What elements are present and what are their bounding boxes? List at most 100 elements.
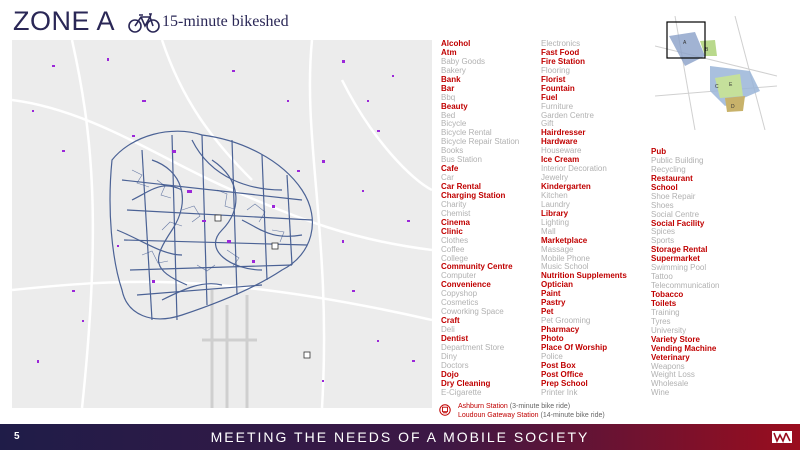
amenity-item: Books <box>441 146 464 156</box>
station-note-loudoun: (14-minute bike ride) <box>540 412 605 419</box>
inset-zone-c: C <box>715 84 719 90</box>
bikeshed-map[interactable] <box>12 40 432 408</box>
amenity-item: Fountain <box>541 83 575 93</box>
amenity-item: Department Store <box>441 342 505 352</box>
amenity-list-col2: Electronics Fast Food Fire Station Flooring… <box>541 39 627 398</box>
amenity-item: Dry Cleaning <box>441 378 491 388</box>
amenity-list-col1: Alcohol Atm Baby Goods Bakery Bank Bar Bbq Beau… <box>441 39 520 398</box>
amenity-item: Community Centre <box>441 262 513 272</box>
amenity-item: Veterinary <box>651 352 690 362</box>
amenity-item: Bar <box>441 83 455 93</box>
amenity-item: Optician <box>541 280 574 290</box>
amenity-item: Jewelry <box>541 173 569 183</box>
amenity-item: Atm <box>441 47 457 57</box>
amenity-item: Bicycle Repair Station <box>441 137 520 147</box>
amenity-item: Printer Ink <box>541 387 578 397</box>
amenity-item: Flooring <box>541 65 570 75</box>
amenity-item: Doctors <box>441 360 469 370</box>
amenity-item: Baby Goods <box>441 56 486 66</box>
amenity-item: Recycling <box>651 164 686 174</box>
amenity-item: Ice Cream <box>541 155 580 165</box>
amenity-item: Lighting <box>541 217 570 227</box>
amenity-item: Coffee <box>441 244 465 254</box>
amenity-item: Vending Machine <box>651 343 717 353</box>
amenity-item: Pet <box>541 307 554 317</box>
amenity-item: College <box>441 253 469 263</box>
amenity-item: Mobile Phone <box>541 253 590 263</box>
amenity-item: Garden Centre <box>541 110 594 120</box>
amenity-item: Bank <box>441 74 461 84</box>
amenity-item: Weapons <box>651 361 685 371</box>
amenity-item: Bus Station <box>441 155 482 165</box>
amenity-item: Bicycle <box>441 119 467 129</box>
amenity-item: Tattoo <box>651 272 673 282</box>
amenity-item: Mall <box>541 226 556 236</box>
amenity-item: Wine <box>651 388 670 398</box>
amenity-item: Bed <box>441 110 456 120</box>
amenity-item: Photo <box>541 333 564 343</box>
amenity-item: Spices <box>651 227 676 237</box>
amenity-item: Copyshop <box>441 289 478 299</box>
amenity-item: Diny <box>441 351 458 361</box>
amenity-item: Restaurant <box>651 173 693 183</box>
amenity-item: Public Building <box>651 155 704 165</box>
amenity-item: Charging Station <box>441 190 506 200</box>
amenity-item: Bbq <box>441 92 456 102</box>
amenity-item: Cinema <box>441 217 470 227</box>
amenity-item: Social Centre <box>651 209 700 219</box>
amenity-item: Convenience <box>441 280 491 290</box>
amenity-item: Telecommunication <box>651 281 720 291</box>
amenity-item: Marketplace <box>541 235 588 245</box>
amenity-item: Toilets <box>651 298 677 308</box>
amenity-item: Florist <box>541 74 566 84</box>
amenity-item: Alcohol <box>441 39 471 48</box>
amenity-item: School <box>651 182 678 192</box>
amenity-item: Laundry <box>541 199 570 209</box>
amenity-item: Paint <box>541 289 561 299</box>
amenity-item: Massage <box>541 244 574 254</box>
amenity-item: Tobacco <box>651 290 684 299</box>
amenity-item: Clinic <box>441 226 463 236</box>
page-number: 5 <box>14 431 20 442</box>
amenity-item: E-Cigarette <box>441 387 482 397</box>
amenity-item: Clothes <box>441 235 469 245</box>
amenity-item: Kindergarten <box>541 182 591 191</box>
map-canvas <box>12 40 432 408</box>
amenity-item: Hairdresser <box>541 128 586 138</box>
amenity-item: Nutrition Supplements <box>541 271 627 281</box>
page-title: ZONE A <box>13 6 116 36</box>
amenity-item: Furniture <box>541 101 574 111</box>
amenity-item: Police <box>541 351 563 361</box>
amenity-item: Library <box>541 208 569 218</box>
legend-row-ashburn: Ashburn Station (3-minute bike ride) <box>458 402 605 411</box>
inset-zone-b: B <box>705 47 709 53</box>
amenity-list-col3: Pub Public Building Recycling Restaurant Sch… <box>651 147 720 398</box>
inset-zone-a: A <box>683 40 687 46</box>
amenity-item: Pub <box>651 147 667 156</box>
bicycle-icon <box>128 13 160 33</box>
amenity-item: Craft <box>441 316 460 326</box>
amenity-item: Dojo <box>441 369 459 379</box>
amenity-item: Wholesale <box>651 379 689 389</box>
inset-zone-e: E <box>729 82 733 88</box>
amenity-item: Fuel <box>541 92 558 102</box>
amenity-item: Pharmacy <box>541 325 580 334</box>
amenity-item: Pastry <box>541 298 566 308</box>
amenity-item: Social Facility <box>651 218 705 228</box>
amenity-item: Cafe <box>441 164 459 174</box>
zone-inset-map: A B C D E <box>655 16 777 130</box>
amenity-item: Computer <box>441 271 477 281</box>
amenity-item: Gift <box>541 119 554 129</box>
amenity-item: Dentist <box>441 333 469 343</box>
amenity-item: Post Box <box>541 360 576 370</box>
amenity-item: Kitchen <box>541 190 568 200</box>
amenity-item: Weight Loss <box>651 370 695 380</box>
amenity-item: Hardware <box>541 137 578 147</box>
amenity-item: Chemist <box>441 208 471 218</box>
amenity-item: Tyres <box>651 316 671 326</box>
amenity-item: Shoe Repair <box>651 191 696 201</box>
amenity-item: Deli <box>441 325 455 334</box>
station-legend: Ashburn Station (3-minute bike ride) Lou… <box>458 402 605 420</box>
amenity-item: Supermarket <box>651 254 700 264</box>
amenity-item: Beauty <box>441 101 468 111</box>
